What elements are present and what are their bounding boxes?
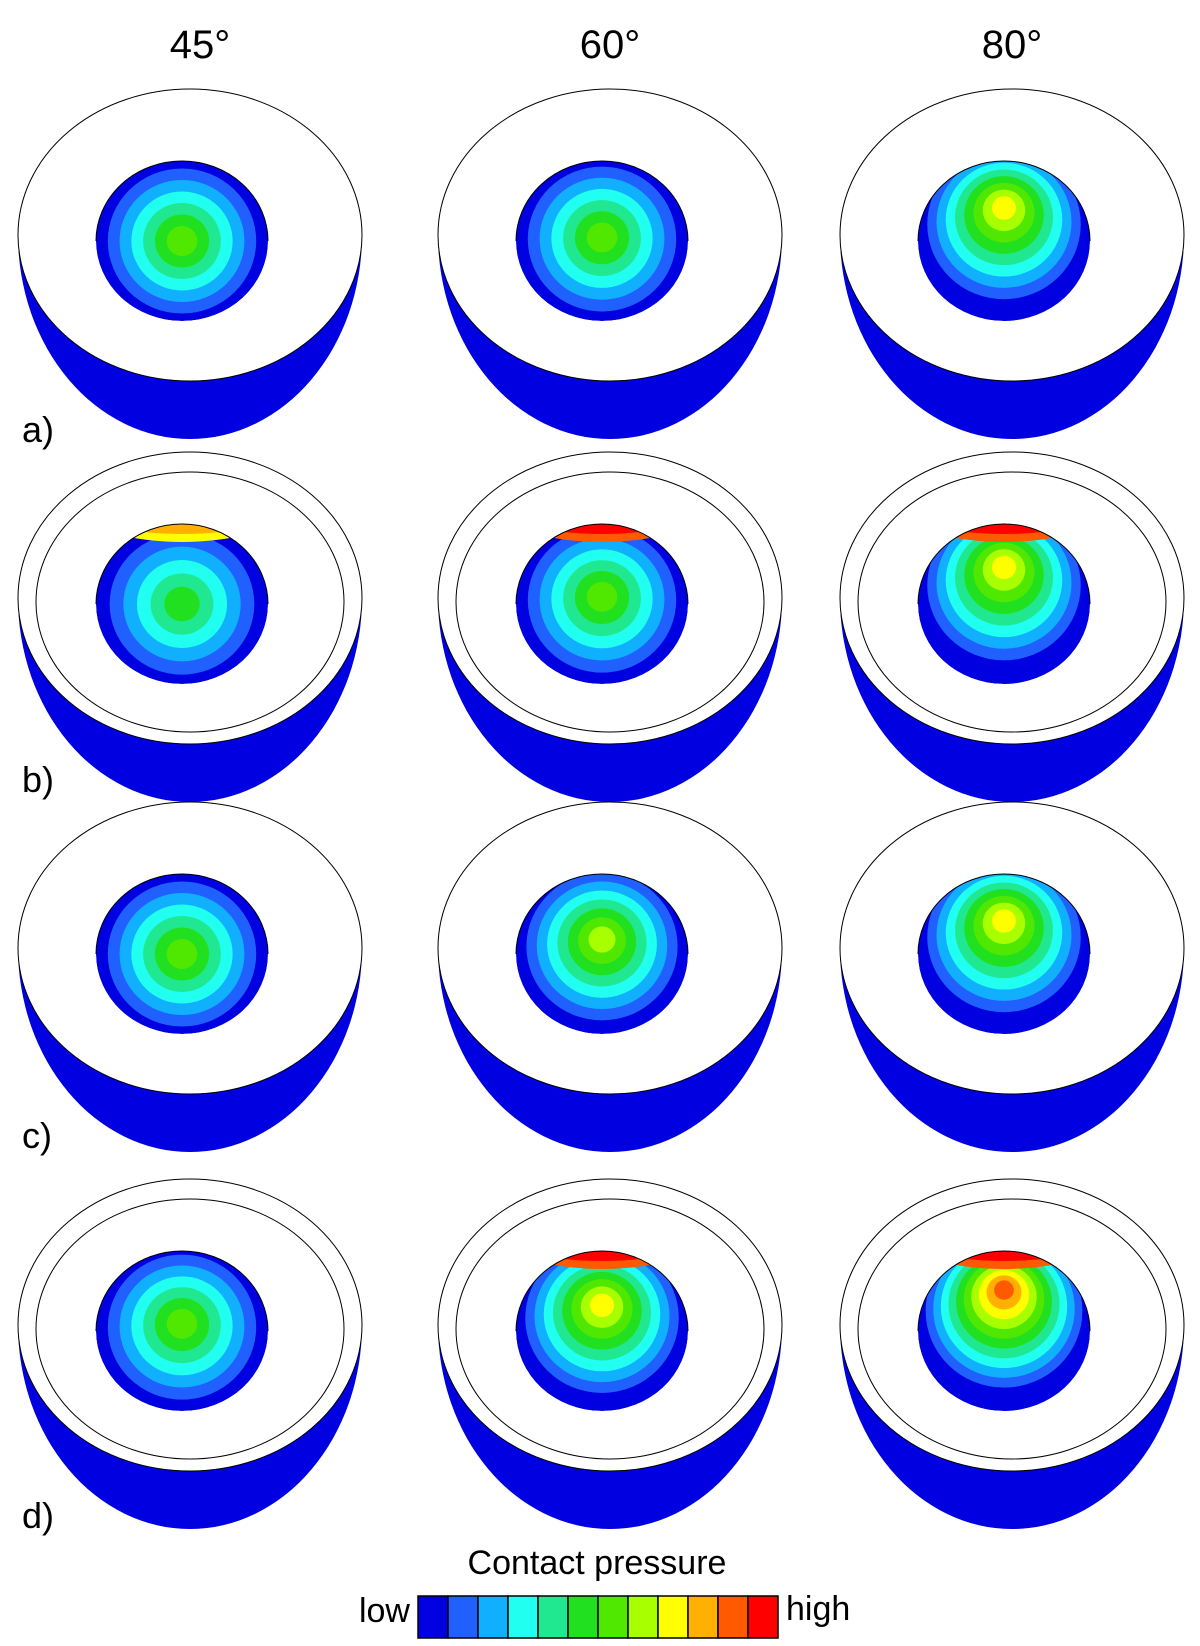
- contour: [586, 222, 618, 253]
- cavity-edge: [95, 523, 269, 605]
- legend-title: Contact pressure: [468, 1544, 727, 1582]
- contact-map: [918, 524, 1090, 684]
- cavity-edge: [515, 873, 689, 955]
- cup: [437, 801, 783, 1152]
- legend-swatch: [567, 1595, 599, 1639]
- legend-swatch: [657, 1595, 689, 1639]
- contact-map: [918, 161, 1090, 321]
- contour: [589, 1293, 615, 1318]
- column-header: 80°: [982, 23, 1043, 67]
- cup: [17, 88, 363, 439]
- column-header: 45°: [170, 23, 231, 67]
- contour: [164, 586, 200, 622]
- legend-swatch: [507, 1595, 539, 1639]
- contour: [586, 581, 618, 612]
- legend-colorbar: [417, 1595, 779, 1639]
- contact-map: [516, 161, 688, 321]
- legend-swatch: [417, 1595, 449, 1639]
- contour: [991, 909, 1017, 933]
- cup-inner-rim: [857, 471, 1167, 733]
- legend-swatch: [447, 1595, 479, 1639]
- legend-swatch: [717, 1595, 749, 1639]
- row-label: b): [22, 759, 54, 800]
- cavity-edge: [95, 1250, 269, 1332]
- contact-map: [918, 1251, 1090, 1411]
- cavity-edge: [95, 160, 269, 242]
- contact-map: [516, 874, 688, 1034]
- contour: [991, 196, 1017, 220]
- cavity-edge: [917, 873, 1091, 955]
- legend-low: low: [359, 1592, 410, 1630]
- legend-swatch: [597, 1595, 629, 1639]
- cavity-edge: [917, 160, 1091, 242]
- legend-swatch: [537, 1595, 569, 1639]
- cup-inner-rim: [35, 1198, 345, 1460]
- cavity-edge: [515, 1250, 689, 1332]
- cup: [17, 451, 363, 802]
- cup: [839, 1178, 1185, 1529]
- legend-swatch: [477, 1595, 509, 1639]
- contour: [994, 1280, 1014, 1300]
- legend-swatch: [687, 1595, 719, 1639]
- cup-inner-rim: [857, 1198, 1167, 1460]
- row-label: c): [22, 1115, 52, 1156]
- contour: [166, 1308, 198, 1339]
- contour: [166, 226, 198, 256]
- cavity-edge: [515, 523, 689, 605]
- cavity-edge: [917, 523, 1091, 605]
- legend-swatch: [747, 1595, 779, 1639]
- contact-map: [96, 1251, 268, 1411]
- cup: [839, 451, 1185, 802]
- cup: [437, 1178, 783, 1529]
- contour: [588, 926, 616, 953]
- contact-map: [96, 874, 268, 1034]
- row-label: a): [22, 409, 54, 450]
- cup: [17, 801, 363, 1152]
- cavity-edge: [515, 160, 689, 242]
- cup-inner-rim: [455, 1198, 765, 1460]
- cup: [17, 1178, 363, 1529]
- cup: [839, 801, 1185, 1152]
- contact-map: [96, 161, 268, 321]
- cup: [437, 88, 783, 439]
- contour: [166, 939, 198, 969]
- column-header: 60°: [580, 23, 641, 67]
- contour: [991, 555, 1017, 580]
- legend-high: high: [786, 1590, 850, 1628]
- cavity-edge: [917, 1250, 1091, 1332]
- cup-inner-rim: [455, 471, 765, 733]
- cup: [437, 451, 783, 802]
- cup: [839, 88, 1185, 439]
- contact-map: [918, 874, 1090, 1034]
- cup-inner-rim: [35, 471, 345, 733]
- cavity-edge: [95, 873, 269, 955]
- legend-swatch: [627, 1595, 659, 1639]
- row-label: d): [22, 1495, 54, 1536]
